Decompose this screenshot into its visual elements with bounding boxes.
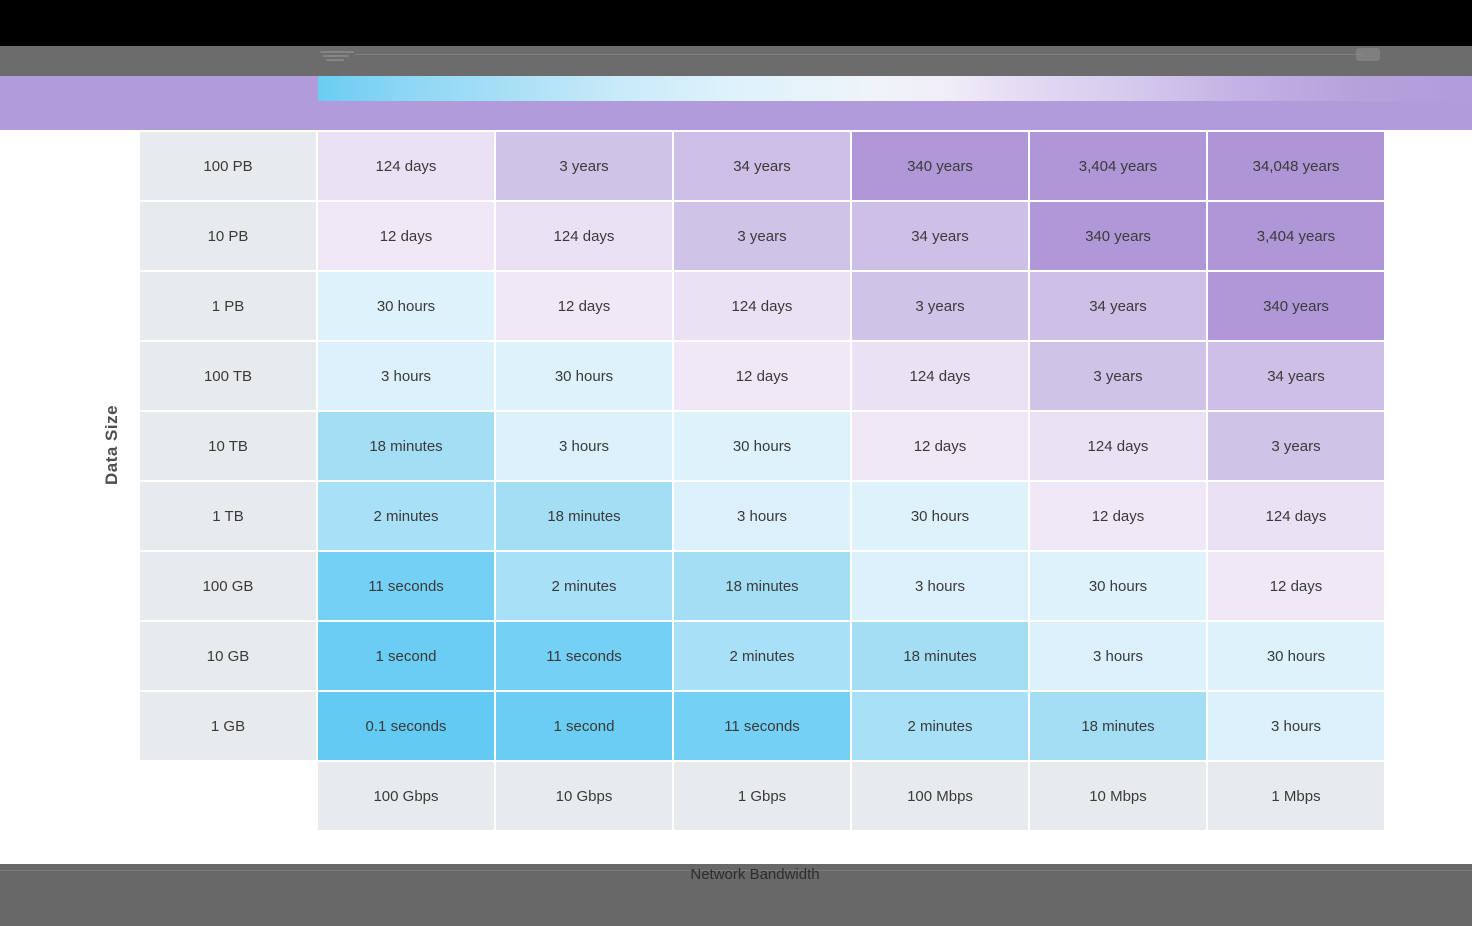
heatmap-cell: 18 minutes	[852, 622, 1028, 690]
row-header-cell: 100 TB	[140, 342, 316, 410]
heatmap-cell: 3 hours	[852, 552, 1028, 620]
heatmap-cell: 18 minutes	[674, 552, 850, 620]
y-axis-label: Data Size	[102, 404, 121, 486]
row-header-cell: 1 TB	[140, 482, 316, 550]
heatmap-cell: 18 minutes	[318, 412, 494, 480]
heatmap-cell: 3 years	[496, 132, 672, 200]
heatmap-cell: 34 years	[1208, 342, 1384, 410]
toolbar-divider-line	[355, 54, 1363, 55]
heatmap-cell: 3 years	[674, 202, 850, 270]
heatmap-cell: 12 days	[1208, 552, 1384, 620]
heatmap-cell: 340 years	[852, 132, 1028, 200]
toolbar-text-artifact	[320, 49, 360, 62]
heatmap-cell: 30 hours	[674, 412, 850, 480]
speed-header-cell: 10 Gbps	[496, 762, 672, 830]
bottom-bar: Network Bandwidth	[0, 864, 1472, 926]
heatmap-cell: 2 minutes	[674, 622, 850, 690]
row-header-cell: 1 PB	[140, 272, 316, 340]
heatmap-cell: 12 days	[1030, 482, 1206, 550]
heatmap-cell: 3 hours	[1030, 622, 1206, 690]
heatmap-cell: 30 hours	[496, 342, 672, 410]
corner-cell	[140, 762, 316, 830]
heatmap-cell: 340 years	[1030, 202, 1206, 270]
heatmap-cell: 2 minutes	[318, 482, 494, 550]
heatmap-cell: 12 days	[496, 272, 672, 340]
top-black-bar	[0, 0, 1472, 46]
legend-band	[0, 76, 1472, 130]
heatmap-cell: 124 days	[1208, 482, 1384, 550]
heatmap-cell: 34 years	[674, 132, 850, 200]
heatmap-cell: 3 hours	[1208, 692, 1384, 760]
row-header-cell: 10 GB	[140, 622, 316, 690]
heatmap-cell: 1 second	[496, 692, 672, 760]
heatmap-cell: 34 years	[852, 202, 1028, 270]
heatmap-cell: 18 minutes	[496, 482, 672, 550]
row-header-cell: 10 PB	[140, 202, 316, 270]
speed-header-cell: 100 Mbps	[852, 762, 1028, 830]
color-scale-gradient	[318, 76, 1472, 101]
heatmap-cell: 30 hours	[1030, 552, 1206, 620]
row-header-cell: 1 GB	[140, 692, 316, 760]
toolbar-handle-icon[interactable]	[1356, 48, 1380, 61]
heatmap-cell: 12 days	[318, 202, 494, 270]
heatmap-cell: 3,404 years	[1208, 202, 1384, 270]
speed-header-cell: 100 Gbps	[318, 762, 494, 830]
row-header-cell: 100 GB	[140, 552, 316, 620]
heatmap-cell: 3 years	[1208, 412, 1384, 480]
heatmap-cell: 3,404 years	[1030, 132, 1206, 200]
heatmap-cell: 1 second	[318, 622, 494, 690]
heatmap-cell: 3 hours	[318, 342, 494, 410]
heatmap-cell: 124 days	[674, 272, 850, 340]
heatmap-cell: 11 seconds	[496, 622, 672, 690]
heatmap-cell: 11 seconds	[674, 692, 850, 760]
row-header-cell: 10 TB	[140, 412, 316, 480]
heatmap-cell: 0.1 seconds	[318, 692, 494, 760]
heatmap-cell: 124 days	[496, 202, 672, 270]
heatmap-cell: 30 hours	[318, 272, 494, 340]
heatmap-cell: 30 hours	[852, 482, 1028, 550]
heatmap-cell: 2 minutes	[496, 552, 672, 620]
heatmap-cell: 124 days	[318, 132, 494, 200]
heatmap-cell: 2 minutes	[852, 692, 1028, 760]
heatmap-cell: 340 years	[1208, 272, 1384, 340]
heatmap-cell: 34 years	[1030, 272, 1206, 340]
row-header-cell: 100 PB	[140, 132, 316, 200]
x-axis-label: Network Bandwidth	[690, 866, 820, 883]
bottom-divider-line	[0, 870, 1472, 871]
heatmap-cell: 3 years	[852, 272, 1028, 340]
heatmap-cell: 3 hours	[496, 412, 672, 480]
speed-header-cell: 1 Gbps	[674, 762, 850, 830]
top-toolbar	[0, 46, 1472, 76]
heatmap-cell: 18 minutes	[1030, 692, 1206, 760]
heatmap-cell: 30 hours	[1208, 622, 1384, 690]
heatmap-cell: 3 years	[1030, 342, 1206, 410]
heatmap-cell: 12 days	[852, 412, 1028, 480]
heatmap-cell: 34,048 years	[1208, 132, 1384, 200]
heatmap-grid: 100 PB 124 days 3 years 34 years 340 years 3,…	[140, 132, 1384, 830]
heatmap-cell: 11 seconds	[318, 552, 494, 620]
heatmap-cell: 124 days	[852, 342, 1028, 410]
heatmap-cell: 12 days	[674, 342, 850, 410]
speed-header-cell: 10 Mbps	[1030, 762, 1206, 830]
speed-header-cell: 1 Mbps	[1208, 762, 1384, 830]
heatmap-cell: 124 days	[1030, 412, 1206, 480]
heatmap-cell: 3 hours	[674, 482, 850, 550]
